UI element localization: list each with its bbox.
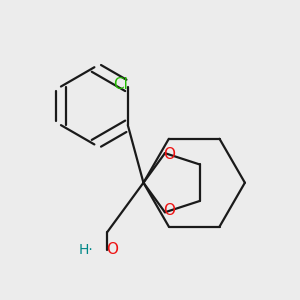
Text: O: O bbox=[163, 203, 175, 218]
Text: O: O bbox=[163, 147, 175, 162]
Text: O: O bbox=[106, 242, 119, 257]
Text: Cl: Cl bbox=[113, 77, 128, 92]
Text: H·: H· bbox=[79, 243, 94, 257]
